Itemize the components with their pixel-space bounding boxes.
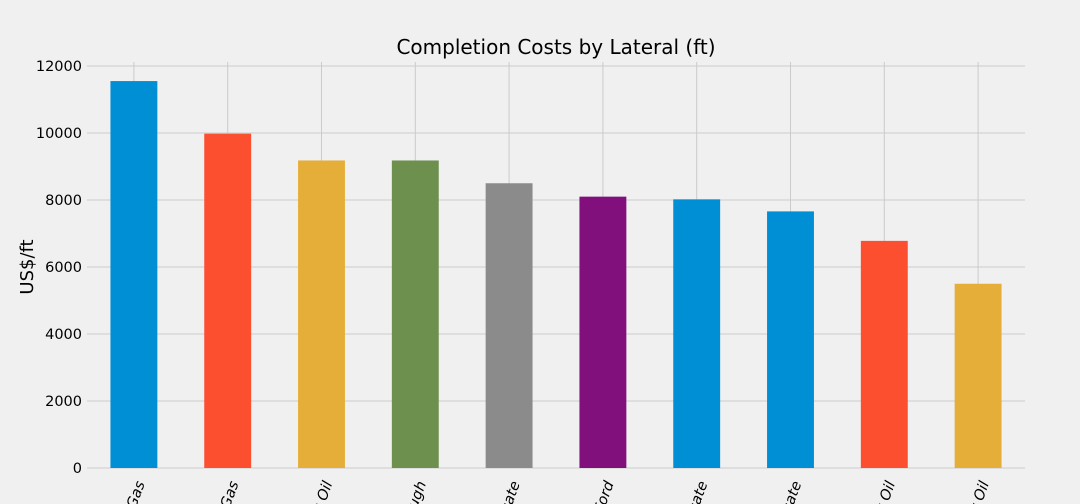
bar (767, 211, 814, 468)
bars-layer (110, 81, 1002, 469)
bar (673, 199, 721, 468)
bar (298, 160, 345, 468)
x-tick-label: Gas (218, 479, 243, 504)
x-tick-label: t Oil (968, 479, 993, 504)
bar (954, 283, 1002, 468)
y-tick-label: 6000 (45, 260, 82, 276)
y-tick-label: 8000 (45, 193, 82, 209)
y-tick-label: 10000 (36, 126, 82, 142)
x-tick-label: k Oil (873, 479, 899, 504)
bar (204, 133, 252, 469)
y-ticks: 0 2000 4000 6000 8000 10000 12000 (36, 59, 82, 477)
x-tick-label: sate (686, 479, 712, 504)
y-tick-label: 4000 (45, 327, 82, 343)
bar (579, 196, 627, 468)
bar (860, 240, 908, 468)
bar (485, 183, 533, 468)
x-tick-label: Gas (124, 479, 149, 504)
bar (391, 160, 439, 468)
x-tick-label: k Oil (310, 479, 336, 504)
x-tick-label: sate (498, 479, 524, 504)
y-axis-label: US$/ft (17, 239, 38, 294)
x-tick-label: ough (403, 479, 431, 504)
x-tick-label: Ford (592, 478, 618, 504)
y-tick-label: 12000 (36, 59, 82, 75)
x-ticks: Gas Gas k Oil ough sate Ford sate sate k Oil t Oi… (124, 478, 993, 504)
chart-title: Completion Costs by Lateral (ft) (396, 35, 715, 59)
y-tick-label: 0 (73, 461, 82, 477)
bar (110, 81, 158, 468)
x-tick-label: sate (780, 479, 806, 504)
y-tick-label: 2000 (45, 394, 82, 410)
